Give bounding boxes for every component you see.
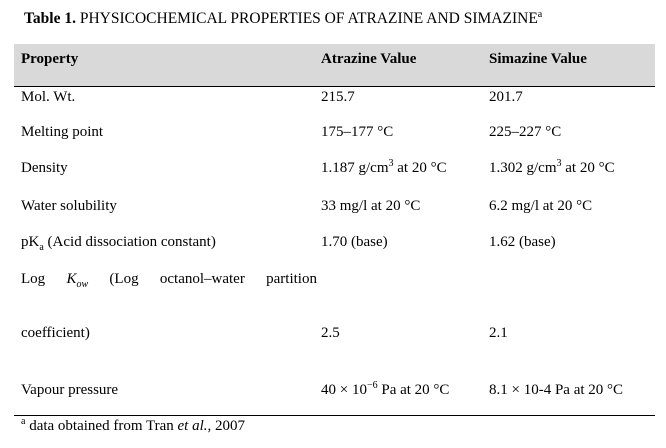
- row-solubility-atrazine: 33 mg/l at 20 °C: [321, 198, 421, 214]
- row-solubility-simazine: 6.2 mg/l at 20 °C: [489, 198, 593, 214]
- header-simazine: Simazine Value: [489, 51, 587, 67]
- row-melting-property: Melting point: [21, 124, 104, 140]
- row-logkow-property-line1: Log Kow (Log octanol–water partition: [21, 271, 317, 290]
- row-molwt-property: Mol. Wt.: [21, 89, 76, 105]
- header-property: Property: [21, 51, 79, 67]
- header-atrazine: Atrazine Value: [321, 51, 417, 67]
- row-pka-simazine: 1.62 (base): [489, 234, 556, 250]
- row-melting-atrazine: 175–177 °C: [321, 124, 394, 140]
- row-pka-atrazine: 1.70 (base): [321, 234, 388, 250]
- caption-title: PHYSICOCHEMICAL PROPERTIES OF ATRAZINE A…: [79, 10, 538, 27]
- table-caption: Table 1. PHYSICOCHEMICAL PROPERTIES OF A…: [24, 8, 543, 28]
- row-logkow-simazine: 2.1: [489, 325, 508, 341]
- row-density-atrazine: 1.187 g/cm3 at 20 °C: [321, 158, 447, 177]
- bottom-rule: [14, 415, 655, 416]
- row-logkow-atrazine: 2.5: [321, 325, 340, 341]
- caption-footnote-marker: a: [537, 8, 543, 20]
- row-vapour-property: Vapour pressure: [21, 382, 119, 398]
- caption-label: Table 1.: [24, 10, 76, 27]
- row-molwt-simazine: 201.7: [489, 89, 523, 105]
- header-rule: [14, 86, 655, 87]
- row-solubility-property: Water solubility: [21, 198, 117, 214]
- row-logkow-property-line2: coefficient): [21, 325, 90, 341]
- row-density-simazine: 1.302 g/cm3 at 20 °C: [489, 158, 615, 177]
- table-footnote: a data obtained from Tran et al., 2007: [21, 416, 246, 435]
- row-density-property: Density: [21, 160, 68, 176]
- header-shading: [14, 44, 655, 86]
- row-melting-simazine: 225–227 °C: [489, 124, 562, 140]
- row-vapour-simazine: 8.1 × 10-4 Pa at 20 °C: [489, 382, 624, 398]
- row-pka-property: pKa (Acid dissociation constant): [21, 234, 216, 253]
- row-molwt-atrazine: 215.7: [321, 89, 355, 105]
- row-vapour-atrazine: 40 × 10−6 Pa at 20 °C: [321, 380, 450, 399]
